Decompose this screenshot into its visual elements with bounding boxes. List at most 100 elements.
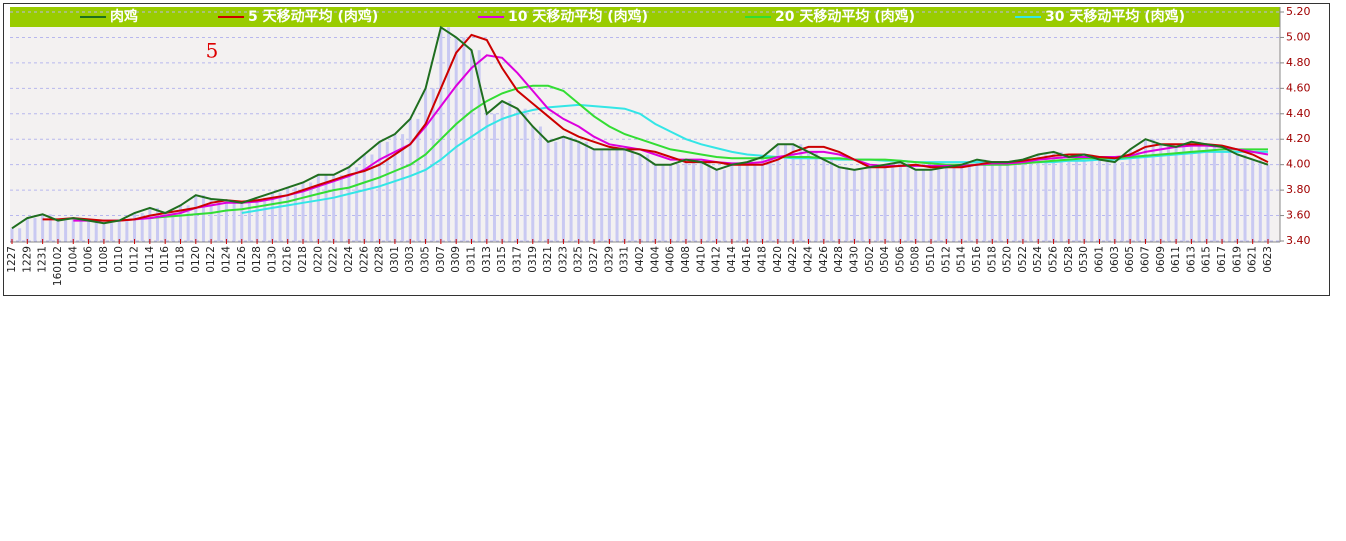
bar	[845, 167, 849, 241]
x-tick-label: 0315	[496, 246, 508, 273]
bar	[48, 214, 52, 241]
bar	[1128, 149, 1132, 241]
bar	[577, 141, 581, 241]
x-tick-label: 0615	[1201, 246, 1213, 273]
bar	[868, 167, 872, 241]
bar	[247, 202, 251, 241]
x-tick-label: 0329	[603, 246, 615, 273]
bar	[1212, 144, 1216, 241]
bar	[255, 197, 259, 241]
bar	[538, 126, 542, 241]
bar	[477, 50, 481, 241]
x-tick-label: 0607	[1139, 246, 1151, 273]
bar	[1059, 151, 1063, 241]
bar	[508, 101, 512, 241]
bar	[500, 101, 504, 241]
bar	[646, 154, 650, 241]
x-tick-label: 0621	[1247, 246, 1259, 273]
bar	[1143, 139, 1147, 241]
bar	[715, 169, 719, 241]
x-tick-label: 0118	[174, 246, 186, 273]
x-tick-label: 0601	[1094, 246, 1106, 273]
x-tick-label: 0222	[328, 246, 340, 273]
x-tick-label: 0426	[818, 246, 830, 273]
bar	[401, 134, 405, 241]
bar	[554, 141, 558, 241]
x-tick-label: 0130	[266, 246, 278, 273]
bar	[447, 27, 451, 242]
x-tick-label: 0414	[726, 246, 738, 273]
x-tick-label: 0514	[956, 246, 968, 273]
x-tick-label: 0617	[1216, 246, 1228, 273]
bar	[761, 157, 765, 241]
bar	[975, 159, 979, 241]
bar	[454, 37, 458, 241]
bar	[408, 118, 412, 241]
bar	[1006, 162, 1010, 241]
bar	[1228, 146, 1232, 241]
x-tick-label: 0522	[1017, 246, 1029, 273]
bar	[531, 126, 535, 241]
x-tick-label: 0530	[1078, 246, 1090, 273]
bar	[393, 134, 397, 241]
bar	[370, 154, 374, 241]
bar	[615, 149, 619, 241]
bar	[584, 141, 588, 241]
bar	[102, 223, 106, 241]
bar	[546, 141, 550, 241]
bar	[1090, 154, 1094, 241]
bar	[806, 151, 810, 241]
bar	[217, 199, 221, 241]
bar	[462, 37, 466, 241]
x-tick-label: 0112	[129, 246, 141, 273]
bar	[416, 118, 420, 241]
bar	[875, 167, 879, 241]
bar	[653, 164, 657, 241]
bar	[1243, 154, 1247, 241]
x-tick-label: 0410	[695, 246, 707, 273]
y-tick-label: 4.60	[1286, 81, 1311, 94]
bar	[944, 167, 948, 241]
bar	[1044, 154, 1048, 241]
x-tick-label: 0307	[435, 246, 447, 273]
bar	[232, 200, 236, 241]
bar	[424, 88, 428, 241]
x-tick-label: 0106	[83, 246, 95, 273]
bar	[699, 162, 703, 241]
bar	[270, 192, 274, 241]
bar	[1266, 164, 1270, 241]
bar	[592, 149, 596, 241]
bar	[669, 164, 673, 241]
x-tick-label: 0516	[971, 246, 983, 273]
x-tick-label: 0528	[1063, 246, 1075, 273]
bar	[776, 144, 780, 241]
bar	[286, 187, 290, 241]
bar	[1021, 159, 1025, 241]
bar	[10, 228, 14, 241]
bar	[829, 159, 833, 241]
bar	[630, 149, 634, 241]
bar	[492, 113, 496, 241]
bar	[1036, 154, 1040, 241]
y-tick-label: 4.80	[1286, 56, 1311, 69]
y-tick-label: 5.20	[1286, 5, 1311, 18]
bar	[852, 169, 856, 241]
x-tick-label: 0321	[542, 246, 554, 273]
y-tick-label: 5.00	[1286, 30, 1311, 43]
x-tick-label: 0327	[588, 246, 600, 273]
x-tick-label: 160102	[52, 246, 64, 286]
bar	[891, 164, 895, 241]
x-tick-label: 0218	[297, 246, 309, 273]
x-tick-label: 0412	[711, 246, 723, 273]
bar	[194, 195, 198, 241]
bar	[515, 108, 519, 241]
x-tick-label: 0418	[757, 246, 769, 273]
bar	[745, 162, 749, 241]
x-tick-label: 0317	[511, 246, 523, 273]
bar	[738, 164, 742, 241]
bar	[569, 136, 573, 241]
x-tick-label: 0502	[864, 246, 876, 273]
bar	[1159, 144, 1163, 241]
bar	[1174, 146, 1178, 241]
bar	[929, 169, 933, 241]
